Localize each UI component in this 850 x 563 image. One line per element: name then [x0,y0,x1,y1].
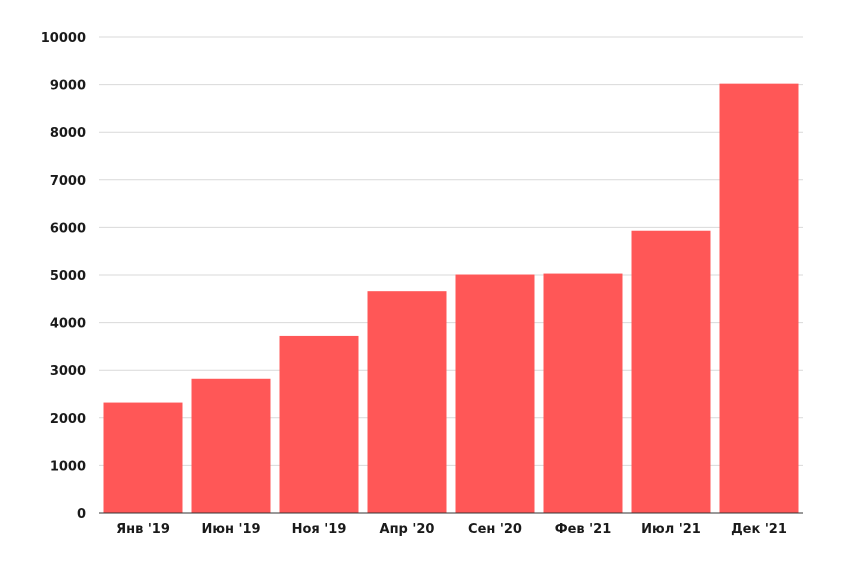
y-tick-label: 7000 [50,174,86,189]
y-tick-label: 2000 [50,412,86,427]
y-tick-label: 9000 [50,79,86,94]
bar [631,230,711,513]
y-axis-ticks: 0 1000 2000 3000 4000 5000 6000 7000 8000 9000 100… [41,31,86,522]
x-tick-label: Апр '20 [380,522,435,537]
y-tick-label: 3000 [50,364,86,379]
bar [543,273,623,513]
x-tick-label: Июл '21 [641,522,701,537]
y-tick-label: 5000 [50,269,86,284]
bar [191,378,271,513]
x-tick-label: Ноя '19 [292,522,347,537]
x-tick-label: Дек '21 [731,522,787,537]
y-tick-label: 4000 [50,317,86,332]
x-tick-label: Июн '19 [201,522,260,537]
bar [455,274,535,513]
bars [103,83,799,513]
bar [719,83,799,513]
y-tick-label: 0 [77,507,86,522]
x-tick-label: Янв '19 [116,522,170,537]
y-tick-label: 6000 [50,221,86,236]
bar [367,291,447,513]
x-tick-label: Фев '21 [555,522,612,537]
bar [103,402,183,513]
x-axis-ticks: Янв '19 Июн '19 Ноя '19 Апр '20 Сен '20 Фев '… [116,522,787,537]
y-tick-label: 1000 [50,459,86,474]
x-tick-label: Сен '20 [468,522,522,537]
bar [279,335,359,513]
y-tick-label: 10000 [41,31,86,46]
y-tick-label: 8000 [50,126,86,141]
